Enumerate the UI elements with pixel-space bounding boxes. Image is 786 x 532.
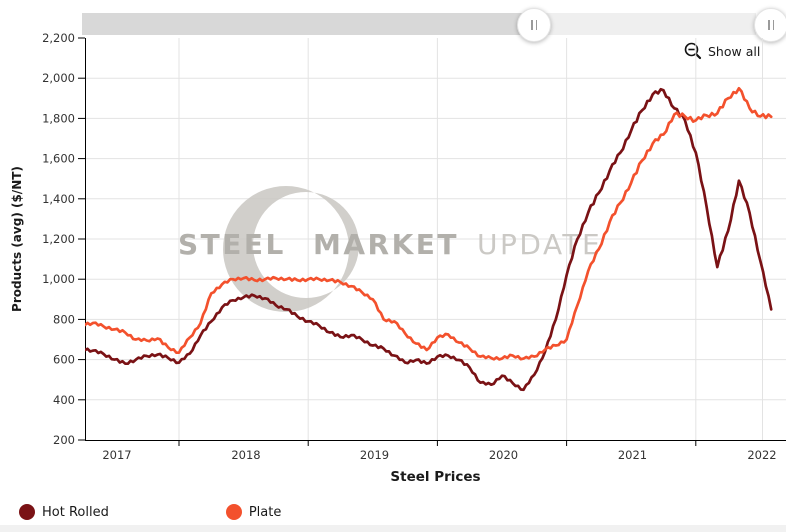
y-axis-title: Products (avg) ($/NT) [10, 166, 24, 312]
y-tick-label: 1,800 [42, 111, 75, 125]
grip-icon [768, 20, 770, 30]
y-tick-label: 600 [53, 353, 75, 367]
grip-icon [772, 20, 774, 30]
legend-item-hot-rolled[interactable]: Hot Rolled [19, 504, 109, 520]
series-line-hot-rolled [85, 87, 773, 392]
legend-label: Hot Rolled [42, 504, 109, 520]
horizontal-scrollbar[interactable] [0, 525, 786, 532]
watermark-word-steel: STEEL [178, 228, 286, 261]
series-group [85, 86, 773, 392]
x-tick-label: 2021 [618, 448, 647, 462]
horizontal-gridlines [85, 77, 786, 401]
legend-item-plate[interactable]: Plate [225, 504, 282, 520]
series-line-plate [85, 86, 773, 361]
grip-icon [535, 20, 537, 30]
y-tick-label: 400 [53, 393, 75, 407]
y-tick-label: 2,000 [42, 71, 75, 85]
navigator-right-handle[interactable] [754, 8, 786, 42]
zoom-out-icon [684, 42, 702, 60]
legend-label: Plate [248, 504, 282, 520]
y-tick-label: 2,200 [42, 31, 75, 45]
axes: 2,200 2,000 1,800 1,600 1,400 1,200 1,000 800 60… [42, 31, 786, 462]
y-tick-label: 1,600 [42, 152, 75, 166]
y-tick-label: 200 [53, 433, 75, 447]
x-tick-label: 2019 [360, 448, 389, 462]
y-tick-label: 1,000 [42, 272, 75, 286]
watermark-word-market: MARKET [313, 228, 459, 261]
show-all-button[interactable]: Show all [684, 42, 760, 60]
vertical-gridlines [178, 38, 763, 440]
show-all-label: Show all [708, 44, 760, 59]
legend: Hot Rolled Plate [19, 504, 281, 520]
x-axis-title: Steel Prices [390, 469, 481, 485]
x-tick-label: 2017 [102, 448, 131, 462]
plate-marker-icon [225, 504, 242, 520]
hot-rolled-marker-icon [19, 504, 35, 520]
plot-area[interactable] [85, 38, 786, 440]
y-tick-label: 800 [53, 312, 75, 326]
navigator-track-unselected[interactable] [82, 13, 533, 35]
navigator-track-selected[interactable] [533, 13, 756, 35]
x-tick-label: 2020 [489, 448, 518, 462]
x-tick-label: 2022 [747, 448, 776, 462]
x-tick-label: 2018 [231, 448, 260, 462]
navigator-left-handle[interactable] [517, 8, 551, 42]
y-tick-label: 1,200 [42, 232, 75, 246]
y-tick-label: 1,400 [42, 192, 75, 206]
grip-icon [531, 20, 533, 30]
